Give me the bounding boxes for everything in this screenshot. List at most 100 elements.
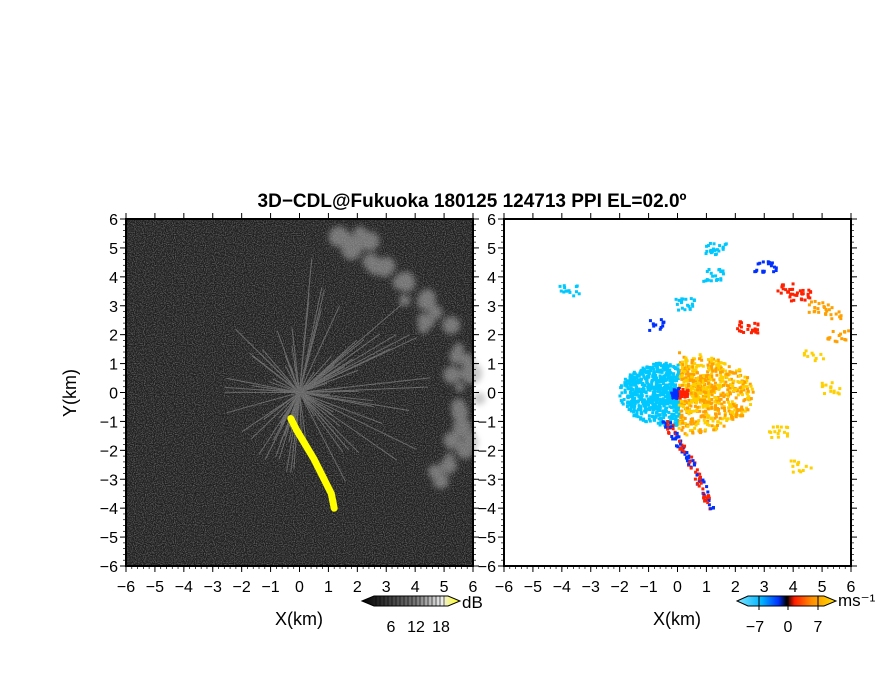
velocity-pixel [651, 395, 655, 399]
velocity-pixel [623, 377, 627, 381]
velocity-pixel [629, 393, 633, 397]
velocity-pixel [620, 391, 624, 395]
velocity-pixel [636, 378, 640, 382]
velocity-pixel [821, 384, 825, 388]
velocity-pixel [654, 323, 658, 327]
velocity-pixel [708, 360, 712, 364]
velocity-pixel [804, 349, 808, 353]
velocity-pixel [838, 387, 842, 391]
velocity-pixel [795, 291, 799, 295]
velocity-pixel [835, 340, 839, 344]
velocity-pixel [634, 399, 638, 403]
velocity-pixel [653, 393, 657, 397]
y-tick-label: −4 [100, 501, 118, 518]
velocity-pixel [692, 298, 696, 302]
beam [299, 289, 325, 393]
velocity-pixel [694, 470, 698, 474]
velocity-pixel [629, 407, 633, 411]
velocity-pixel [774, 266, 778, 270]
velocity-pixel [663, 412, 667, 416]
velocity-pixel [630, 380, 634, 384]
velocity-pixel [648, 366, 652, 370]
velocity-pixel [632, 406, 636, 410]
beam [299, 392, 315, 417]
velocity-pixel [748, 382, 752, 386]
velocity-pixel [689, 385, 693, 389]
velocity-pixel [714, 428, 718, 432]
velocity-pixel [630, 404, 634, 408]
y-tick-label: −1 [478, 414, 496, 431]
velocity-pixel [690, 358, 694, 362]
velocity-pixel [704, 279, 708, 283]
velocity-pixel [663, 399, 667, 403]
velocity-pixel [619, 386, 623, 390]
velocity-pixel [824, 312, 828, 316]
velocity-pixel [689, 297, 693, 301]
velocity-pixel [704, 374, 708, 378]
velocity-pixel [720, 417, 724, 421]
velocity-pixel [695, 363, 699, 367]
velocity-pixel [674, 418, 678, 422]
velocity-pixel [678, 442, 682, 446]
velocity-pixel [822, 305, 826, 309]
velocity-pixel [574, 290, 578, 294]
velocity-colorbar: ms⁻¹ −7 0 7 [735, 591, 876, 636]
velocity-pixel [688, 307, 692, 311]
velocity-pixel [731, 381, 735, 385]
velocity-pixel [648, 419, 652, 423]
velocity-pixel [693, 388, 697, 392]
velocity-pixel [660, 401, 664, 405]
velocity-pixel [700, 358, 704, 362]
velocity-pixel [813, 359, 817, 363]
velocity-pixel [792, 298, 796, 302]
velocity-pixel [707, 399, 711, 403]
velocity-pixel [707, 503, 711, 507]
velocity-pixel [699, 363, 703, 367]
velocity-pixel [562, 284, 566, 288]
velocity-pixel [651, 393, 655, 397]
velocity-pixel [702, 279, 706, 283]
velocity-pixel [770, 435, 774, 439]
velocity-pixel [696, 384, 700, 388]
velocity-pixel [658, 423, 662, 427]
clutter-blob [419, 288, 436, 306]
clutter-blob [460, 362, 483, 385]
velocity-pixel [703, 398, 707, 402]
y-tick-label: 0 [487, 386, 496, 403]
y-tick-label: −4 [478, 501, 496, 518]
velocity-pixel [674, 379, 678, 383]
velocity-pixel [703, 392, 707, 396]
velocity-pixel [680, 365, 684, 369]
velocity-pixel [711, 369, 715, 373]
velocity-pixel [692, 390, 696, 394]
velocity-pixel [628, 378, 632, 382]
velocity-pixel [675, 398, 679, 402]
velocity-pixel [658, 388, 662, 392]
velocity-pixel [691, 430, 695, 434]
velocity-pixel [668, 363, 672, 367]
velocity-pixel [676, 414, 680, 418]
velocity-pixel [728, 403, 732, 407]
velocity-pixel [618, 394, 622, 398]
velocity-pixel [833, 339, 837, 343]
velocity-pixel [723, 416, 727, 420]
velocity-pixel [663, 384, 667, 388]
velocity-pixel [635, 373, 639, 377]
velocity-pixel [706, 495, 710, 499]
velocity-pixel [714, 369, 718, 373]
velocity-pixel [632, 414, 636, 418]
velocity-pixel [710, 393, 714, 397]
velocity-pixel [691, 387, 695, 391]
velocity-pixel [695, 473, 699, 477]
velocity-pixel [829, 313, 833, 317]
velocity-pixel [831, 330, 835, 334]
velocity-pixel [674, 410, 678, 414]
colorbar-vel-unit: ms⁻¹ [838, 591, 876, 610]
velocity-pixel [658, 405, 662, 409]
velocity-pixel [721, 375, 725, 379]
velocity-pixel [665, 383, 669, 387]
velocity-pixel [694, 392, 698, 396]
velocity-pixel [822, 392, 826, 396]
velocity-pixel [812, 310, 816, 314]
velocity-pixel [828, 336, 832, 340]
